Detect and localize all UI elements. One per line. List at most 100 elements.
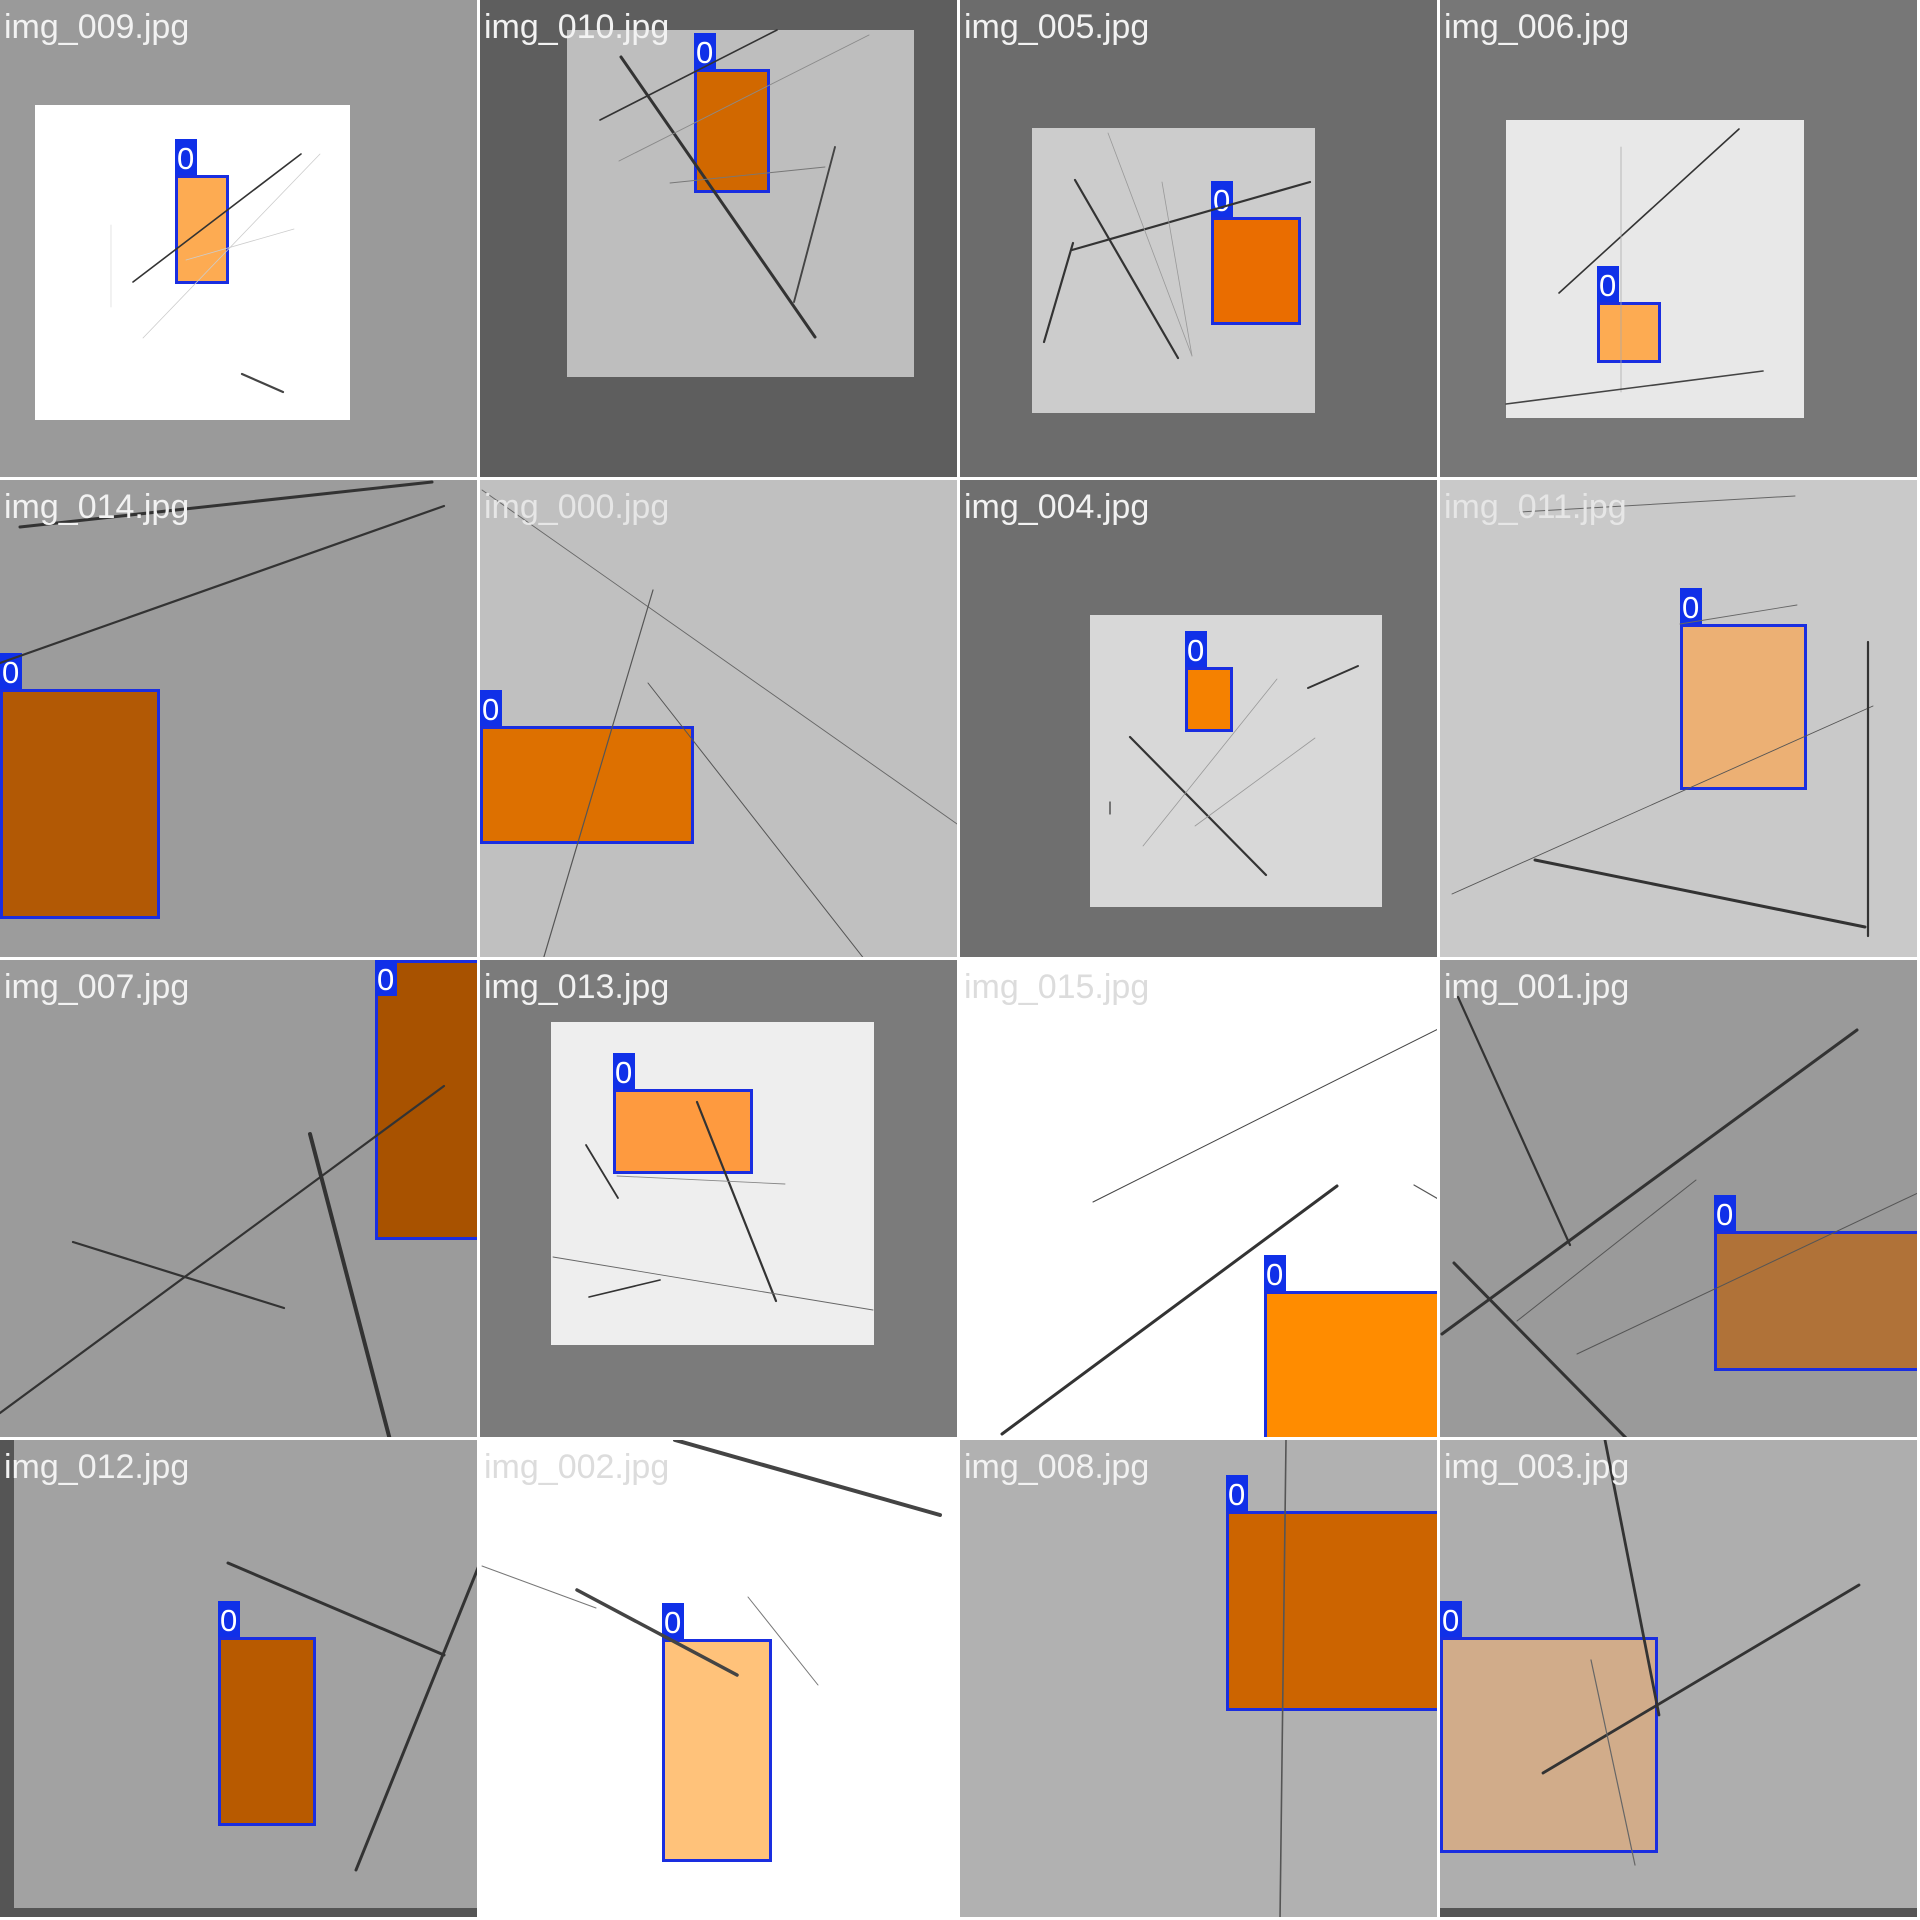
line-layer (1279, 1440, 1287, 1917)
line-stroke (240, 372, 285, 394)
box-layer: 0 (1185, 631, 1233, 732)
line-stroke (1440, 1028, 1859, 1336)
line-stroke (1679, 604, 1798, 625)
bounding-box-rect (1185, 667, 1233, 732)
bounding-box: 0 (1226, 1475, 1437, 1711)
bounding-box: 0 (1185, 631, 1233, 732)
line-layer (481, 489, 957, 957)
line-stroke (1307, 665, 1359, 689)
class-label-text: 0 (1228, 1477, 1245, 1512)
line-stroke (18, 480, 434, 529)
line-stroke (0, 1084, 446, 1415)
line-layer (552, 1100, 874, 1311)
line-stroke (1073, 178, 1180, 360)
bounding-box: 0 (662, 1603, 772, 1862)
bounding-box: 0 (1264, 1255, 1437, 1437)
filename-label: img_000.jpg (484, 488, 669, 526)
box-layer: 0 (1440, 1601, 1658, 1853)
filename-label: img_015.jpg (964, 968, 1149, 1006)
line-stroke (1413, 1184, 1437, 1199)
bounding-box: 0 (175, 139, 229, 284)
inner-panel (1090, 615, 1382, 907)
bounding-box: 0 (218, 1601, 316, 1826)
line-stroke (616, 1175, 786, 1185)
filename-label: img_014.jpg (4, 488, 189, 526)
box-layer: 0 (1226, 1475, 1437, 1711)
bounding-box-rect (1440, 1637, 1658, 1853)
box-layer: 0 (175, 139, 229, 284)
class-label-tag (613, 1053, 635, 1089)
bounding-box: 0 (1597, 266, 1661, 363)
class-label-tag (694, 33, 716, 69)
box-layer: 0 (694, 33, 770, 193)
image-tile: 0 img_013.jpg (480, 960, 957, 1437)
class-label-text: 0 (377, 962, 394, 997)
class-label-tag (662, 1603, 684, 1639)
line-stroke (71, 1240, 286, 1310)
filename-label: img_012.jpg (4, 1448, 189, 1486)
image-tile: 0 img_007.jpg (0, 960, 477, 1437)
tile-border-strip (0, 1908, 477, 1917)
line-layer (0, 1084, 446, 1437)
class-label-text: 0 (482, 692, 499, 727)
class-label-text: 0 (615, 1055, 632, 1090)
line-stroke (1092, 1028, 1437, 1203)
line-stroke (747, 1596, 819, 1686)
line-layer (226, 1561, 477, 1872)
line-stroke (1516, 1179, 1697, 1322)
line-layer (1000, 1028, 1437, 1436)
class-label-tag (1440, 1601, 1462, 1637)
filename-label: img_007.jpg (4, 968, 189, 1006)
image-tile: 0 img_008.jpg (960, 1440, 1437, 1917)
line-stroke (1505, 370, 1764, 405)
bounding-box-rect (1680, 624, 1807, 790)
bounding-box-rect (662, 1639, 772, 1862)
line-stroke (588, 1279, 661, 1298)
class-label-tag (1597, 266, 1619, 302)
bounding-box: 0 (1680, 588, 1807, 790)
bounding-box-rect (1211, 217, 1301, 325)
image-tile: 0 img_014.jpg (0, 480, 477, 957)
filename-label: img_005.jpg (964, 8, 1149, 46)
filename-label: img_008.jpg (964, 1448, 1149, 1486)
image-tile: 0 img_015.jpg (960, 960, 1437, 1437)
tile-border-strip (0, 1440, 14, 1917)
bounding-box: 0 (613, 1053, 753, 1174)
line-stroke (226, 1561, 446, 1657)
filename-label: img_013.jpg (484, 968, 669, 1006)
line-stroke (618, 34, 870, 162)
line-layer (1042, 132, 1312, 360)
box-layer: 0 (1597, 266, 1661, 363)
image-tile: 0 img_000.jpg (480, 480, 957, 957)
image-tile: 0 img_010.jpg (480, 0, 957, 477)
line-stroke (669, 166, 826, 184)
box-layer: 0 (1714, 1195, 1917, 1371)
box-layer: 0 (218, 1601, 316, 1826)
line-layer (481, 1440, 942, 1686)
line-layer (1541, 1440, 1861, 1866)
line-stroke (543, 589, 654, 957)
line-stroke (1279, 1440, 1287, 1917)
line-stroke (1590, 1659, 1636, 1866)
line-stroke (185, 228, 295, 261)
class-label-tag (1680, 588, 1702, 624)
line-stroke (0, 504, 446, 665)
box-layer: 0 (662, 1603, 772, 1862)
line-layer (1505, 128, 1764, 405)
line-stroke (308, 1132, 392, 1437)
filename-label: img_004.jpg (964, 488, 1149, 526)
image-tile: 0 img_003.jpg (1440, 1440, 1917, 1917)
filename-label: img_003.jpg (1444, 1448, 1629, 1486)
class-label-tag (1185, 631, 1207, 667)
class-label-tag (218, 1601, 240, 1637)
box-layer: 0 (1264, 1255, 1437, 1437)
bounding-box: 0 (1714, 1195, 1917, 1371)
bounding-box: 0 (694, 33, 770, 193)
bounding-box-rect (218, 1637, 316, 1826)
bounding-box: 0 (480, 690, 694, 844)
bounding-box: 0 (0, 653, 160, 919)
line-stroke (1107, 132, 1193, 357)
line-stroke (575, 1588, 739, 1677)
line-stroke (1128, 735, 1268, 877)
class-label-text: 0 (2, 655, 19, 690)
